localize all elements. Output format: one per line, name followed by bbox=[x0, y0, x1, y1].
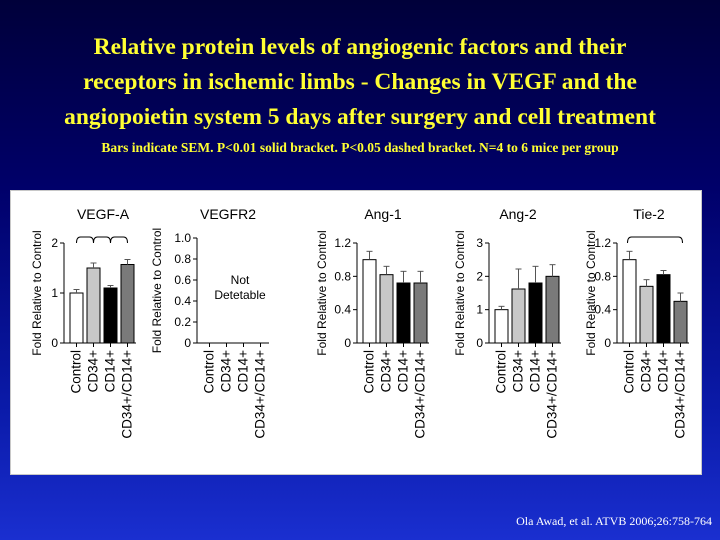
significance-bracket bbox=[93, 236, 111, 244]
bar-4 bbox=[673, 300, 688, 344]
bar-4 bbox=[120, 264, 135, 344]
bar-2 bbox=[86, 267, 101, 344]
significance-bracket bbox=[627, 236, 683, 244]
category-label: CD14+ bbox=[103, 350, 118, 393]
category-label: Control bbox=[494, 350, 509, 394]
chart-title: Tie-2 bbox=[633, 206, 665, 222]
y-tick-label: 0.2 bbox=[174, 315, 191, 329]
y-tick-label: 0 bbox=[604, 336, 611, 350]
category-label: CD14+ bbox=[656, 350, 671, 393]
slide-title: Relative protein levels of angiogenic fa… bbox=[0, 30, 720, 135]
chart-title: VEGFR2 bbox=[200, 206, 256, 222]
chart-title: VEGF-A bbox=[77, 206, 130, 222]
y-tick-label: 0.4 bbox=[174, 294, 191, 308]
y-tick-label: 0 bbox=[344, 336, 351, 350]
y-tick-label: 1 bbox=[476, 303, 483, 317]
y-tick-label: 1.2 bbox=[594, 236, 611, 250]
y-tick-label: 0.8 bbox=[594, 269, 611, 283]
bar-1 bbox=[622, 259, 637, 344]
category-label: CD34+ bbox=[219, 350, 234, 393]
y-tick-label: 0.4 bbox=[594, 303, 611, 317]
bar-3 bbox=[396, 282, 411, 344]
y-axis-label: Fold Relative to Control bbox=[30, 230, 44, 355]
bar-1 bbox=[494, 309, 509, 344]
annotation-text: Detetable bbox=[214, 288, 266, 302]
y-tick-label: 2 bbox=[476, 269, 483, 283]
y-axis-label: Fold Relative to Control bbox=[584, 230, 598, 355]
chart-1: VEGFR2 0 0.2 0.4 0.6 0.8 1.0 Fold Relative to C… bbox=[150, 206, 269, 439]
y-tick-label: 1.0 bbox=[174, 231, 191, 245]
y-tick-label: 1.2 bbox=[334, 236, 351, 250]
bar-1 bbox=[362, 259, 377, 344]
category-label: CD34+/CD14+ bbox=[413, 350, 428, 439]
title-line-1: Relative protein levels of angiogenic fa… bbox=[93, 34, 627, 60]
category-label: CD14+ bbox=[236, 350, 251, 393]
chart-0: VEGF-A 0 1 2 Fold Relative to Control Control… bbox=[30, 206, 136, 439]
chart-2: Ang-1 0 0.4 0.8 1.2 Fold Relative to Control C… bbox=[315, 206, 429, 439]
category-label: CD34+ bbox=[379, 350, 394, 393]
y-tick-label: 0.8 bbox=[334, 269, 351, 283]
title-line-3: angiopoietin system 5 days after surgery… bbox=[64, 104, 656, 130]
category-label: CD34+/CD14+ bbox=[253, 350, 268, 439]
y-tick-label: 3 bbox=[476, 236, 483, 250]
y-axis-label: Fold Relative to Control bbox=[315, 230, 329, 355]
y-axis-label: Fold Relative to Control bbox=[453, 230, 467, 355]
bar-3 bbox=[656, 274, 671, 344]
category-label: CD34+/CD14+ bbox=[545, 350, 560, 439]
category-label: Control bbox=[622, 350, 637, 394]
category-label: Control bbox=[202, 350, 217, 394]
y-tick-label: 0 bbox=[476, 336, 483, 350]
y-tick-label: 2 bbox=[51, 236, 58, 250]
category-label: CD34+/CD14+ bbox=[673, 350, 688, 439]
bar-3 bbox=[528, 282, 543, 344]
y-tick-label: 0.6 bbox=[174, 273, 191, 287]
significance-bracket bbox=[110, 236, 128, 244]
y-axis-label: Fold Relative to Control bbox=[150, 228, 164, 353]
chart-title: Ang-2 bbox=[499, 206, 537, 222]
y-tick-label: 0.4 bbox=[334, 303, 351, 317]
category-label: Control bbox=[362, 350, 377, 394]
title-line-2: receptors in ischemic limbs - Changes in… bbox=[83, 69, 637, 95]
category-label: CD34+ bbox=[511, 350, 526, 393]
category-label: Control bbox=[69, 350, 84, 394]
bar-2 bbox=[511, 288, 526, 344]
bar-2 bbox=[639, 285, 654, 344]
y-tick-label: 0 bbox=[51, 336, 58, 350]
category-label: CD34+/CD14+ bbox=[120, 350, 135, 439]
y-tick-label: 0 bbox=[184, 336, 191, 350]
category-label: CD34+ bbox=[86, 350, 101, 393]
bar-4 bbox=[413, 282, 428, 344]
bar-2 bbox=[379, 274, 394, 344]
y-tick-label: 1 bbox=[51, 286, 58, 300]
figure-panel: VEGF-A 0 1 2 Fold Relative to Control Control… bbox=[10, 190, 702, 475]
bar-1 bbox=[69, 292, 84, 344]
bar-4 bbox=[545, 275, 560, 344]
chart-title: Ang-1 bbox=[364, 206, 402, 222]
bar-charts: VEGF-A 0 1 2 Fold Relative to Control Control… bbox=[30, 206, 689, 439]
bar-3 bbox=[103, 287, 118, 344]
slide-subtitle: Bars indicate SEM. P<0.01 solid bracket.… bbox=[101, 140, 619, 155]
citation: Ola Awad, et al. ATVB 2006;26:758-764 bbox=[516, 514, 712, 528]
significance-bracket bbox=[76, 236, 94, 244]
category-label: CD14+ bbox=[528, 350, 543, 393]
category-label: CD34+ bbox=[639, 350, 654, 393]
annotation-text: Not bbox=[231, 273, 250, 287]
chart-3: Ang-2 0 1 2 3 Fold Relative to Control Control… bbox=[453, 206, 561, 439]
y-tick-label: 0.8 bbox=[174, 252, 191, 266]
category-label: CD14+ bbox=[396, 350, 411, 393]
